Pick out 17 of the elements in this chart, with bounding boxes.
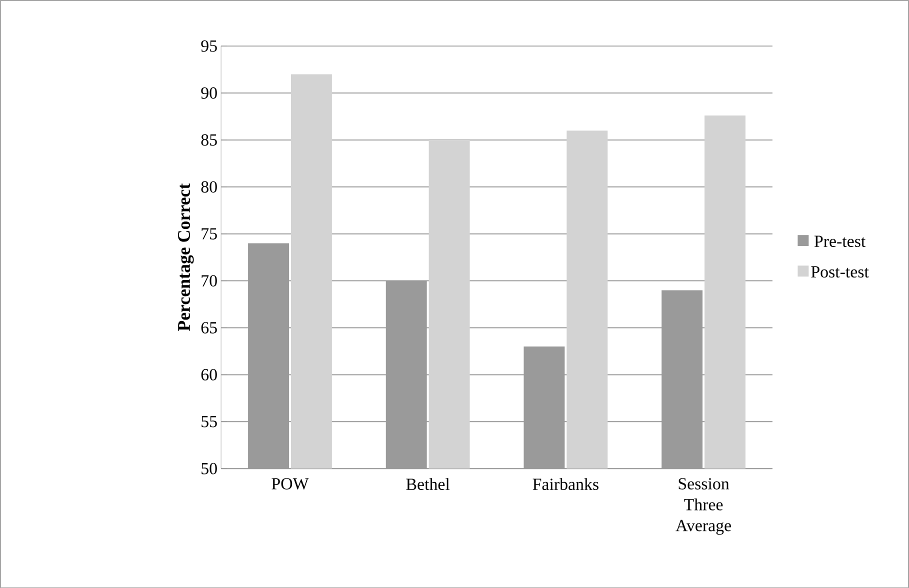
legend-label: Post-test [811,266,869,278]
y-tick-label: 65 [201,322,217,334]
y-tick-label: 75 [202,228,217,240]
y-tick-label: 50 [202,462,217,474]
y-tick-label: 55 [202,416,217,428]
y-tick-label: 70 [202,274,217,286]
legend-label: Pre-test [814,236,866,247]
x-tick-label: Session Three Average [676,478,731,535]
x-tick-label: POW [272,478,309,490]
x-tick-label: Fairbanks [532,478,598,490]
y-tick-label: 60 [201,368,217,380]
y-tick-label: 80 [201,181,217,192]
x-tick-label: Bethel [406,478,450,490]
y-axis-title: Percentage Correct [178,183,194,331]
y-tick-label: 85 [201,134,217,146]
y-tick-label: 90 [201,87,217,99]
y-tick-label: 95 [201,40,217,52]
